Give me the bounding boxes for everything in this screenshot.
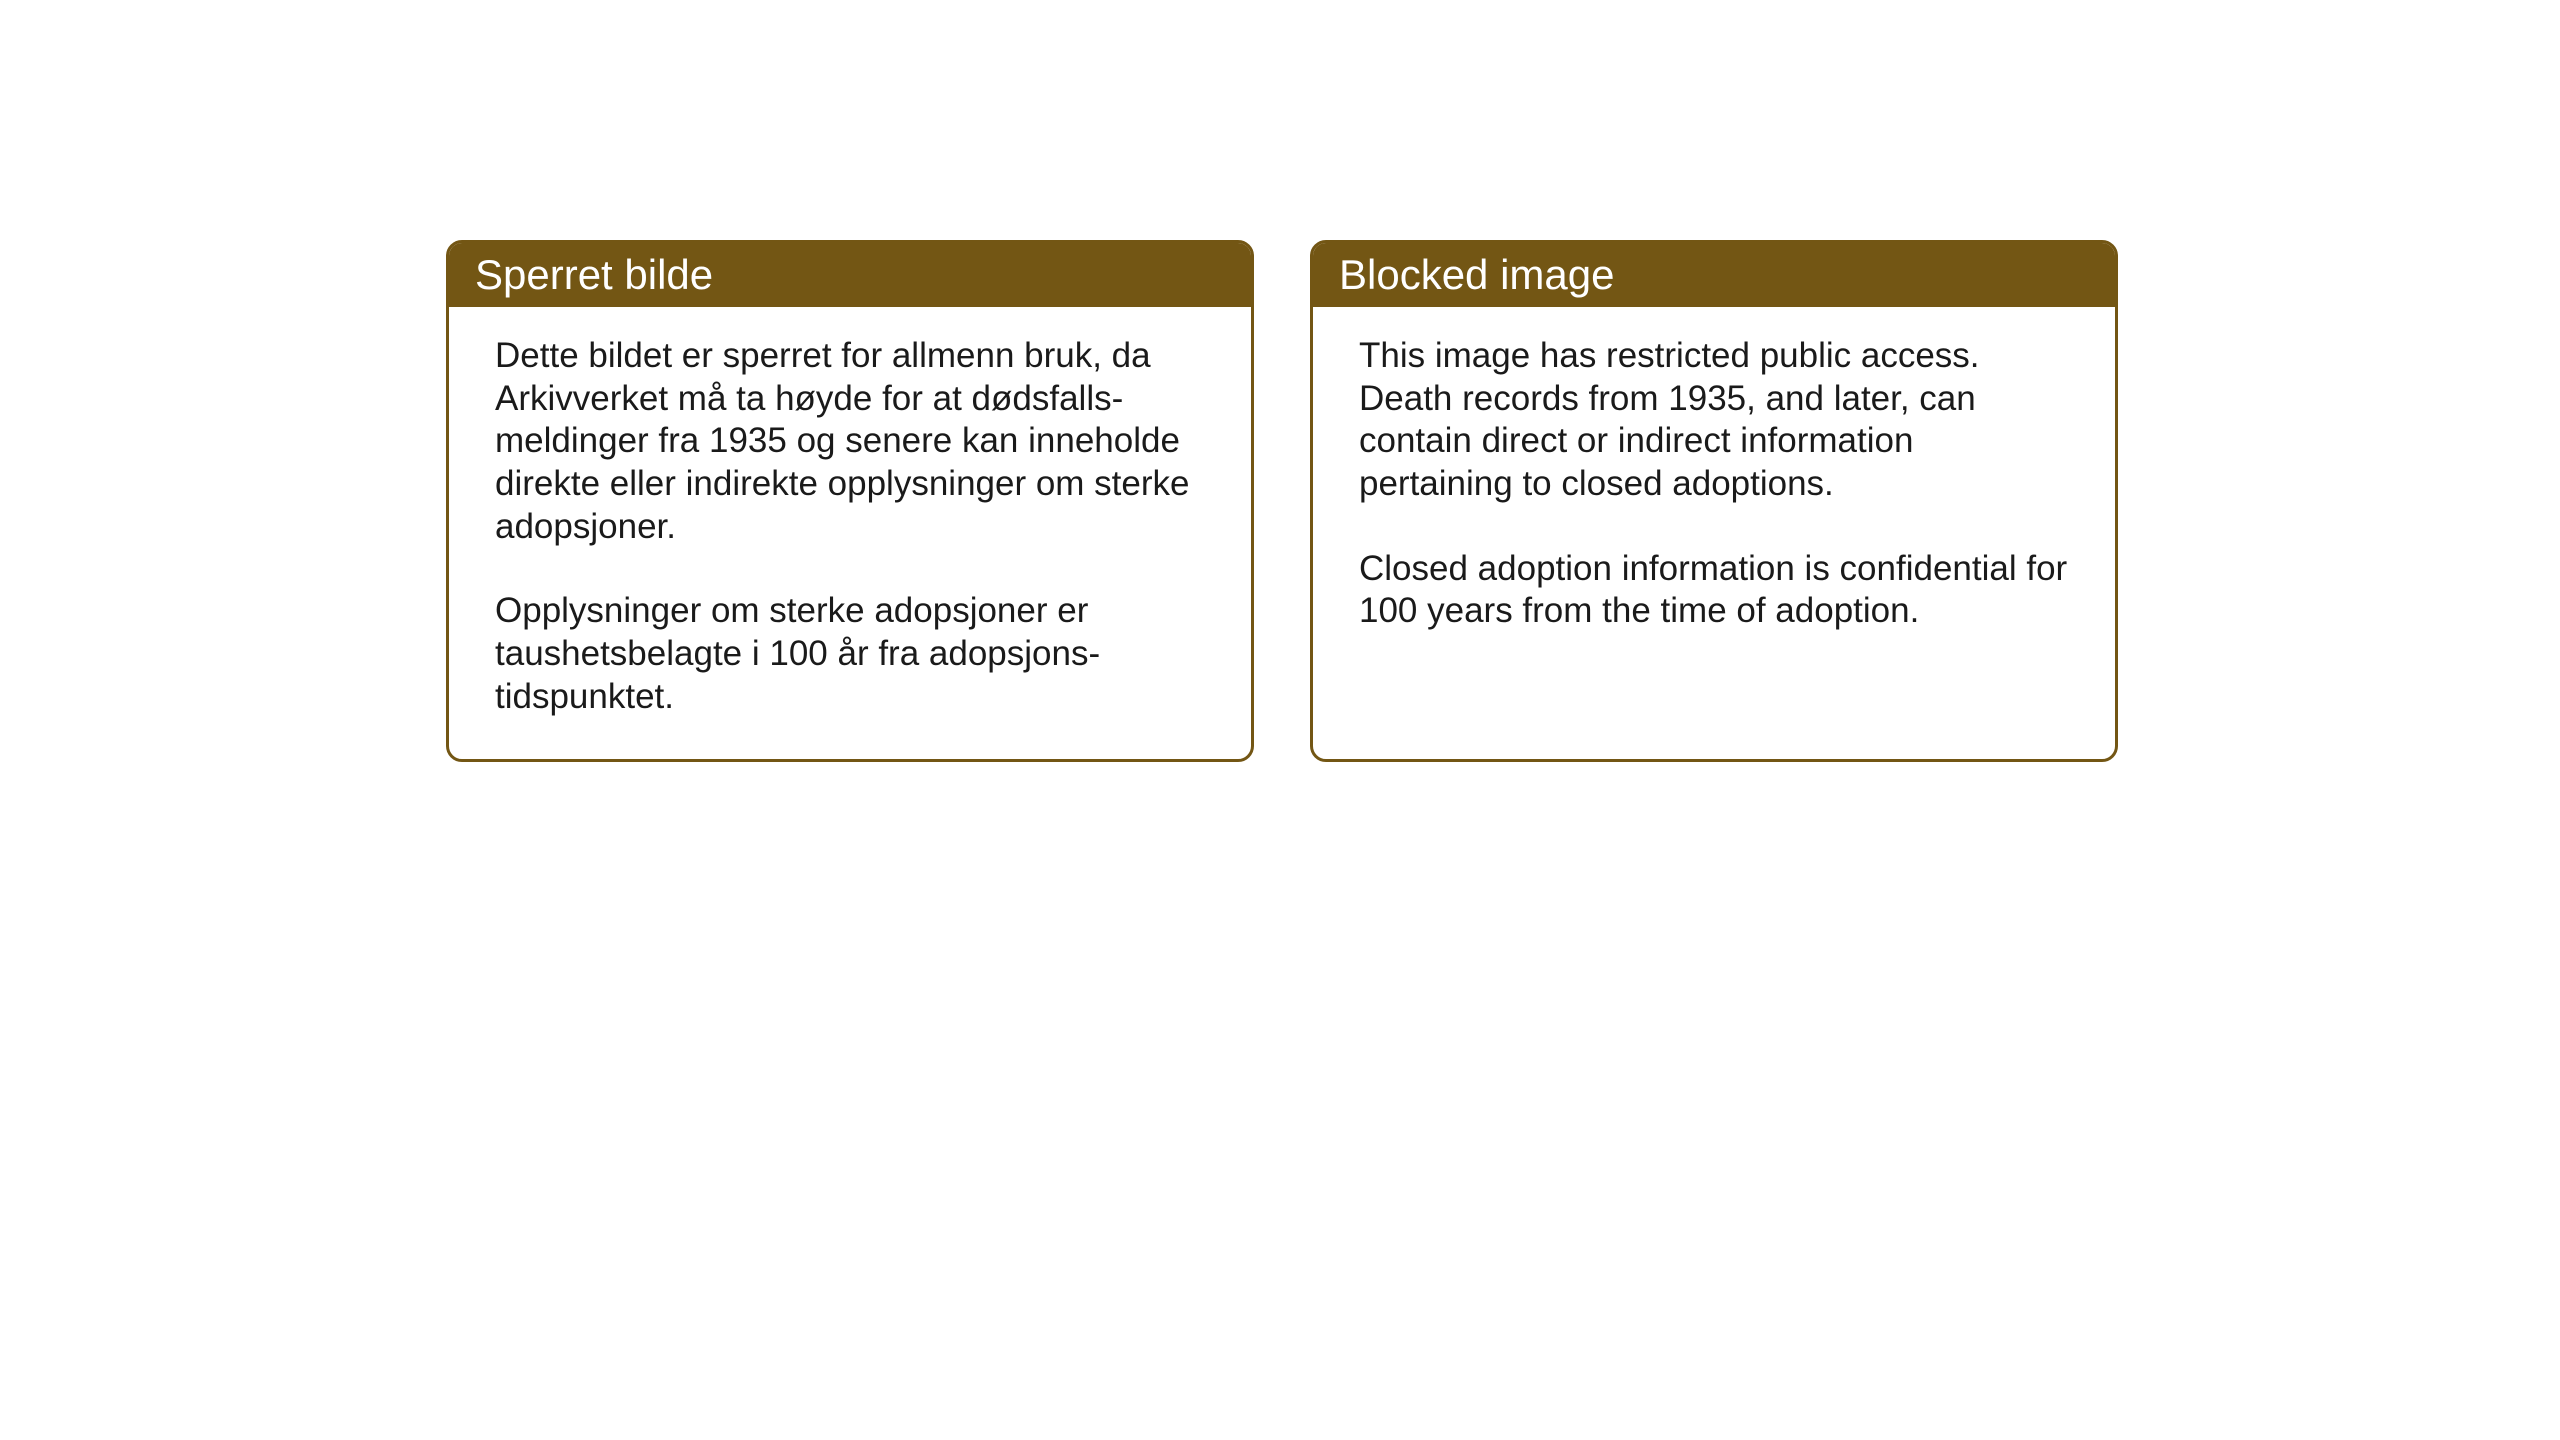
english-paragraph-1: This image has restricted public access.… (1359, 335, 2069, 506)
english-card-title: Blocked image (1313, 243, 2115, 307)
norwegian-paragraph-1: Dette bildet er sperret for allmenn bruk… (495, 335, 1205, 548)
norwegian-paragraph-2: Opplysninger om sterke adopsjoner er tau… (495, 590, 1205, 718)
english-card-body: This image has restricted public access.… (1313, 307, 2115, 727)
notice-cards-container: Sperret bilde Dette bildet er sperret fo… (446, 240, 2118, 762)
norwegian-card-title: Sperret bilde (449, 243, 1251, 307)
english-notice-card: Blocked image This image has restricted … (1310, 240, 2118, 762)
english-paragraph-2: Closed adoption information is confident… (1359, 548, 2069, 633)
norwegian-card-body: Dette bildet er sperret for allmenn bruk… (449, 307, 1251, 759)
norwegian-notice-card: Sperret bilde Dette bildet er sperret fo… (446, 240, 1254, 762)
